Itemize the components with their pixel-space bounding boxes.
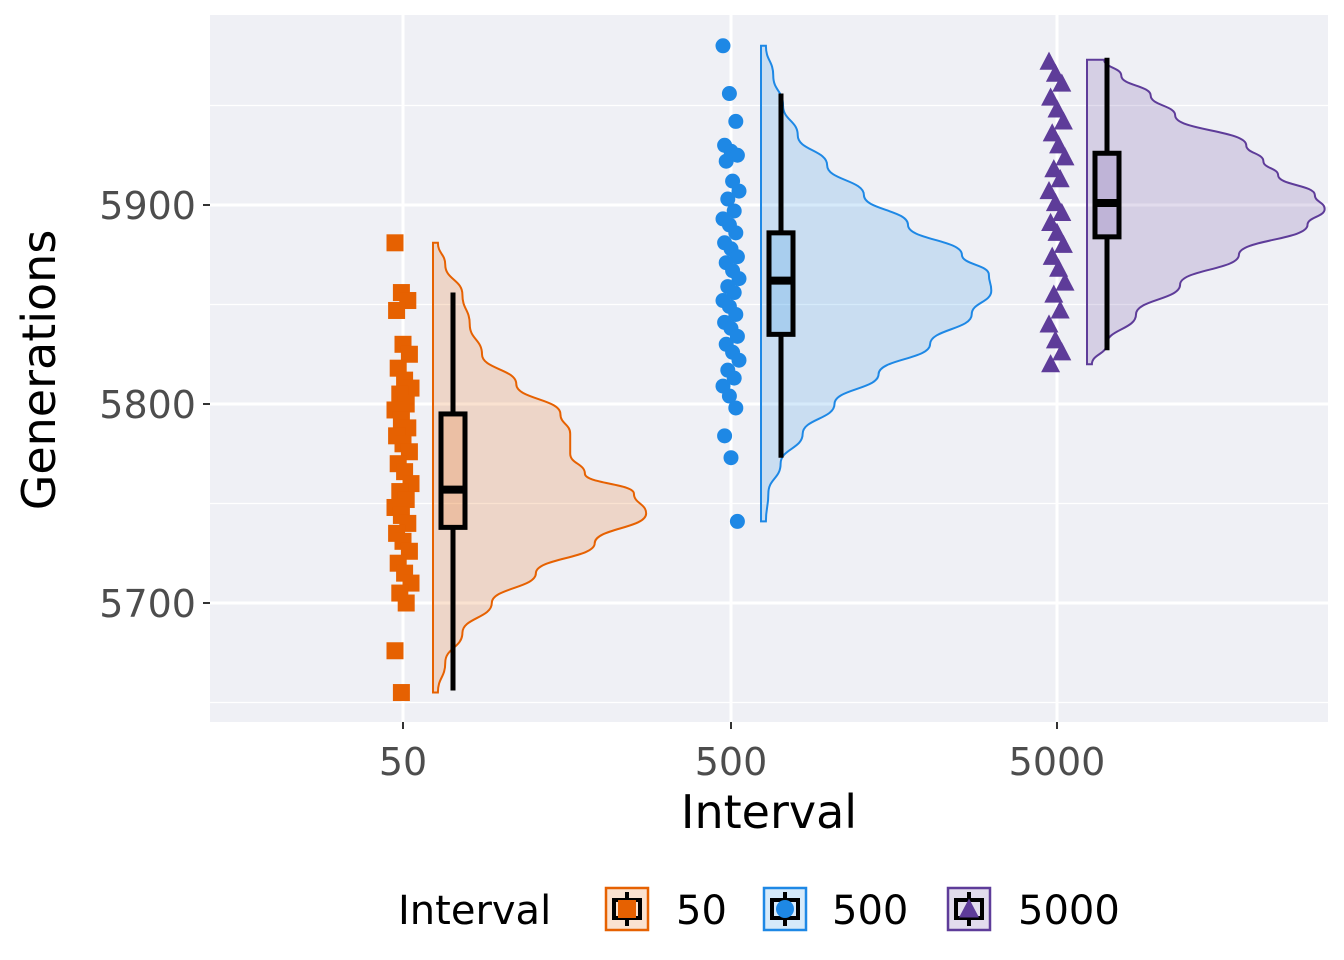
point-5000 xyxy=(1044,284,1064,303)
point-500 xyxy=(729,328,745,344)
point-5000 xyxy=(1045,330,1065,349)
point-5000 xyxy=(1039,180,1059,200)
legend-label: 5000 xyxy=(1018,888,1120,934)
y-axis-title: Generations xyxy=(12,230,66,511)
point-5000 xyxy=(1052,73,1072,92)
point-500 xyxy=(721,86,737,102)
point-50 xyxy=(388,301,406,319)
point-500 xyxy=(721,388,737,404)
legend-key-50: 50 xyxy=(604,886,727,934)
point-5000 xyxy=(1049,258,1069,277)
point-5000 xyxy=(1047,222,1067,241)
raw-points xyxy=(386,38,1075,702)
legend-title: Interval xyxy=(398,888,551,934)
x-axis: 50 500 5000 xyxy=(379,722,1106,784)
point-500 xyxy=(723,450,739,466)
point-500 xyxy=(728,400,744,416)
point-5000 xyxy=(1039,51,1059,70)
point-500 xyxy=(731,183,747,199)
point-500 xyxy=(731,352,747,368)
x-axis-title: Interval xyxy=(681,785,857,839)
point-500 xyxy=(715,38,731,54)
legend-label: 50 xyxy=(676,888,727,934)
density-cloud-50 xyxy=(432,241,648,694)
boxplots xyxy=(438,57,1122,691)
point-5000 xyxy=(1041,354,1061,373)
density-cloud-500 xyxy=(760,44,993,523)
point-500 xyxy=(731,271,747,287)
box-5000 xyxy=(1092,150,1122,240)
density-cloud-5000 xyxy=(1086,58,1326,366)
point-5000 xyxy=(1052,202,1072,222)
x-tick-label: 50 xyxy=(379,740,427,784)
point-500 xyxy=(726,203,742,219)
point-50 xyxy=(397,594,415,612)
legend-label: 500 xyxy=(832,888,908,934)
point-5000 xyxy=(1047,99,1067,118)
point-500 xyxy=(717,428,733,444)
point-5000 xyxy=(1042,123,1062,142)
density-clouds xyxy=(432,44,1326,694)
point-500 xyxy=(729,249,745,265)
point-5000 xyxy=(1053,111,1073,130)
point-5000 xyxy=(1052,342,1072,361)
point-50 xyxy=(400,345,418,363)
point-5000 xyxy=(1053,234,1073,253)
point-500 xyxy=(729,513,745,529)
point-50 xyxy=(386,234,404,252)
point-500 xyxy=(720,191,736,207)
point-5000 xyxy=(1055,272,1075,291)
point-500 xyxy=(726,285,742,301)
point-500 xyxy=(728,225,744,241)
box-50 xyxy=(438,411,468,530)
point-5000 xyxy=(1042,246,1062,265)
legend-key-500: 500 xyxy=(762,886,908,934)
legend-marker xyxy=(618,900,636,918)
point-5000 xyxy=(1049,135,1069,154)
legend-keys: 50 500 5000 xyxy=(604,886,1120,934)
legend-marker xyxy=(959,898,979,918)
x-tick-label: 5000 xyxy=(1009,740,1106,784)
legend-key-5000: 5000 xyxy=(946,886,1120,934)
point-500 xyxy=(728,113,744,129)
legend-marker xyxy=(776,900,794,918)
point-5000 xyxy=(1050,169,1070,188)
point-5000 xyxy=(1055,147,1075,166)
y-tick-label: 5700 xyxy=(99,582,196,626)
point-500 xyxy=(726,370,742,386)
y-tick-label: 5900 xyxy=(99,184,196,228)
point-5000 xyxy=(1039,314,1059,333)
y-axis: 5700 5800 5900 xyxy=(99,184,210,626)
point-50 xyxy=(392,684,410,702)
point-500 xyxy=(728,306,744,322)
point-500 xyxy=(729,147,745,163)
point-5000 xyxy=(1041,87,1061,106)
y-tick-label: 5800 xyxy=(99,383,196,427)
point-5000 xyxy=(1050,300,1070,319)
point-50 xyxy=(386,642,404,660)
legend: Interval 50 500 5000 xyxy=(398,886,1120,934)
x-tick-label: 500 xyxy=(695,740,768,784)
point-500 xyxy=(718,153,734,169)
